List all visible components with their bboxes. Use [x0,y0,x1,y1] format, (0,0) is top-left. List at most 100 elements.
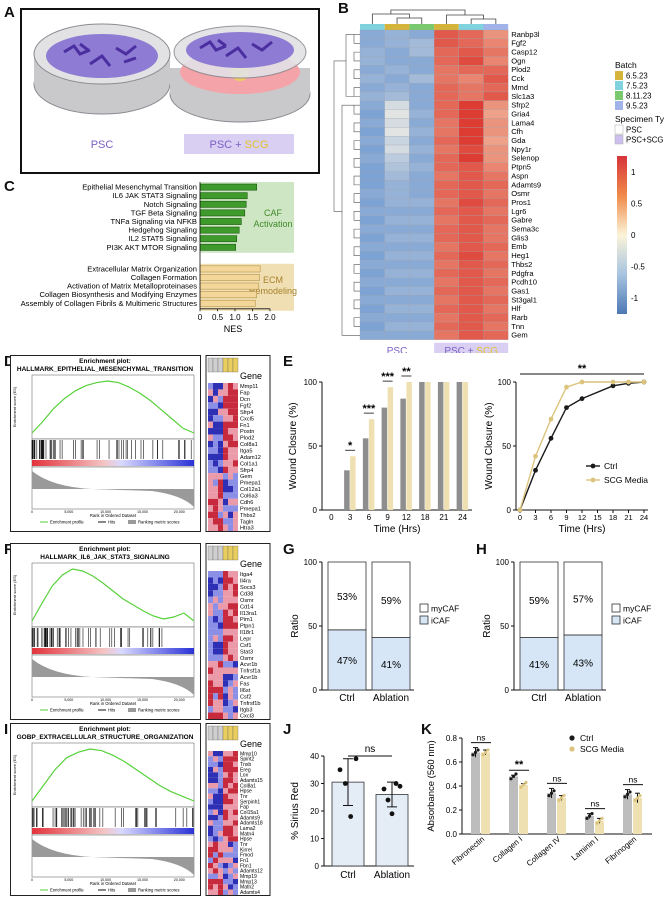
gene-heatmap-label: Mmp13 [240,879,257,885]
row-dendrogram-branch [353,317,360,327]
k-bar [509,776,518,834]
gsea-x-tick: 5,000 [64,878,73,882]
heatmap-cell [483,144,509,155]
k-legend-marker [569,746,575,752]
gene-heatmap-label: Stat3 [240,649,253,655]
gene-label: Gda [511,136,526,145]
gene-heatmap-cell [228,868,233,874]
gene-heatmap-cell [233,635,238,642]
heatmap-cell [458,251,484,261]
e-legend-point [590,463,596,469]
batch-annotation-cell [434,24,459,30]
gene-heatmap-cell [228,889,233,895]
gene-heatmap-cell [213,809,218,815]
panel-letter-f: F [4,541,14,558]
k-data-point [638,794,642,798]
gene-heatmap-cell [233,402,238,409]
heatmap-cell [433,242,459,252]
gene-heatmap-cell [233,767,238,773]
gene-heatmap-label: Lepr [240,636,251,642]
row-dendrogram-branch [353,246,360,256]
gene-label: Rarb [511,313,527,322]
gene-heatmap-cell [208,447,213,454]
heatmap-cell [483,100,509,110]
gene-heatmap-cell [233,820,238,826]
gene-heatmap-cell [213,590,218,597]
heatmap-cell [359,224,385,234]
heatmap-cell [384,189,410,199]
k-sig-label: ns [477,733,486,743]
gene-heatmap-cell [218,395,223,403]
row-dendrogram-branch [353,158,360,168]
gene-heatmap-cell [228,383,233,390]
heatmap-cell [359,215,385,225]
k-data-point [590,812,594,816]
gene-heatmap-cell [218,847,223,853]
e-left-bar [437,382,444,510]
legend-metric-swatch [128,888,136,892]
heatmap-cell [359,65,385,75]
k-data-point [511,774,516,778]
batch-legend-label: 8.11.23 [626,92,651,101]
gene-heatmap-cell [208,440,213,448]
gene-heatmap-cell [213,616,218,623]
pathway-label: Collagen Biosynthesis and Modifying Enzy… [40,290,198,299]
colorbar [617,156,627,314]
heatmap-cell [384,251,410,261]
e-right-series-point [533,467,538,473]
heatmap-cell [359,321,385,332]
heatmap-cell [433,162,459,172]
heatmap-cell [359,74,385,84]
gene-heatmap-cell [218,706,223,713]
e-left-y-tick-label: 100 [304,378,318,387]
gene-heatmap-cell [213,756,218,762]
gene-heatmap-cell [233,712,238,719]
heatmap-cell [433,136,459,146]
gene-heatmap-cell [228,751,233,757]
gene-heatmap-cell [233,879,238,885]
panel-k-absorbance: 0.0 0.2 0.4 0.6 0.8 Absorbance (560 nm) ns Fibr… [426,733,652,868]
gene-label: Mmd [511,83,528,92]
gene-heatmap-cell [228,761,233,767]
gene-heatmap-cell [228,825,233,831]
row-dendrogram-branch [353,51,360,62]
gene-heatmap-cell [218,793,223,799]
gene-heatmap-cell [223,428,228,435]
e-right-series-point [626,379,631,385]
gene-heatmap-cell [223,756,228,762]
gene-heatmap-cell [213,622,218,629]
gene-heatmap-label: Mmp19 [240,874,257,880]
gene-heatmap-label: Plod2 [240,436,254,442]
gene-heatmap-cell [223,447,228,454]
gene-heatmap-cell [223,460,228,467]
heatmap-cell [384,171,410,181]
e-left-x-tick-label: 3 [348,513,353,522]
e-left-bar [462,382,469,510]
e-left-bar [368,419,375,510]
gene-heatmap-cell [228,863,233,869]
gene-heatmap-cell [223,498,228,506]
gene-heatmap-label: Cxcl3 [240,714,254,720]
gene-heatmap-cell [233,831,238,837]
heatmap-cell [483,38,509,48]
gene-label: Sema3c [511,225,539,234]
gene-heatmap-cell [233,428,238,435]
heatmap-cell [433,153,459,163]
e-left-x-axis-label: Time (Hrs) [374,524,421,535]
gene-heatmap-cell [223,389,228,396]
heatmap-cell [458,215,484,225]
gene-heatmap-label: Fap [240,805,249,811]
k-legend-label: Ctrl [580,733,593,743]
e-left-bar [381,407,388,510]
gene-heatmap-cell [213,395,218,403]
gene-heatmap-cell [208,511,213,519]
heatmap-cell [359,162,385,172]
heatmap-cell [384,144,410,155]
gene-heatmap-cell [218,485,223,493]
gene-heatmap-cell [228,511,233,519]
gene-heatmap-cell [218,712,223,719]
heatmap-cell [433,259,459,270]
gene-heatmap-cell [213,583,218,591]
gene-heatmap-cell [213,389,218,396]
gene-heatmap-cell [208,590,213,597]
